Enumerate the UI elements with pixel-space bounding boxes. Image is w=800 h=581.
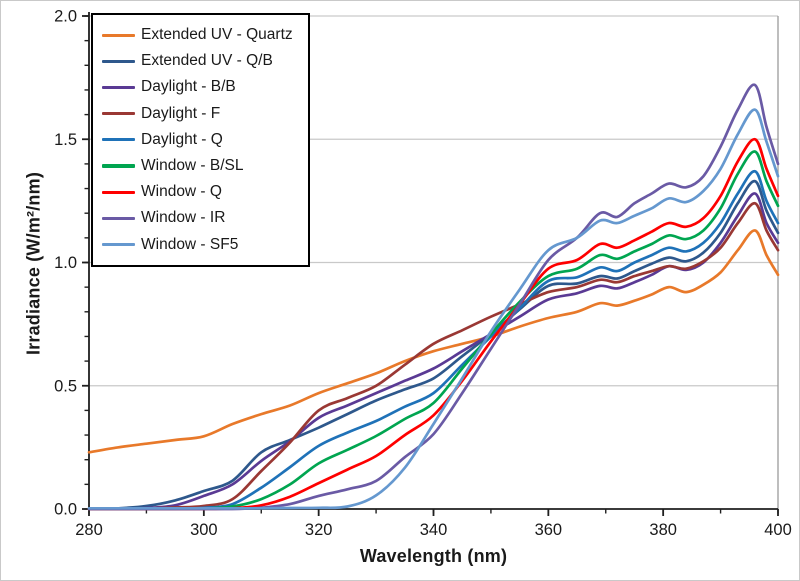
y-axis-title: Irradiance (W/m²/nm) [23,171,44,356]
legend-label: Daylight - F [141,104,221,122]
y-tick-label: 2.0 [54,8,77,26]
legend-item: Window - Q [102,179,304,205]
legend-swatch [102,59,135,63]
series-line-window-sf5 [87,108,780,510]
legend-label: Window - B/SL [141,157,244,175]
legend-label: Daylight - Q [141,130,223,148]
x-tick-label: 300 [190,521,218,539]
legend-item: Daylight - B/B [102,74,304,100]
legend-swatch [102,138,135,142]
legend-item: Daylight - Q [102,127,304,153]
legend-label: Daylight - B/B [141,78,236,96]
legend-swatch [102,190,135,194]
legend-label: Window - SF5 [141,235,239,253]
legend: Extended UV - Quartz Extended UV - Q/B Day… [91,13,310,267]
legend-swatch [102,112,135,116]
legend-item: Extended UV - Quartz [102,22,304,48]
legend-label: Window - IR [141,209,226,227]
legend-item: Window - IR [102,205,304,231]
legend-swatch [102,85,135,90]
x-tick-label: 360 [535,521,563,539]
x-axis-title: Wavelength (nm) [359,546,508,566]
legend-item: Window - SF5 [102,232,304,258]
y-tick-label: 1.5 [54,131,77,149]
legend-item: Extended UV - Q/B [102,48,304,74]
legend-label: Window - Q [141,183,222,201]
y-tick-label: 1.0 [54,254,77,272]
x-tick-label: 280 [75,521,103,539]
legend-item: Daylight - F [102,101,304,127]
x-tick-label: 340 [420,521,448,539]
series-line-extended-uv-quartz [87,229,780,454]
x-tick-label: 400 [764,521,792,539]
legend-swatch [102,164,135,168]
legend-label: Extended UV - Quartz [141,26,293,44]
legend-swatch [102,243,135,247]
legend-label: Extended UV - Q/B [141,52,273,70]
y-tick-label: 0.0 [54,501,77,519]
series-line-window-b-sl [87,150,780,511]
y-tick-label: 0.5 [54,377,77,395]
legend-swatch [102,33,135,37]
x-tick-label: 380 [649,521,677,539]
legend-item: Window - B/SL [102,153,304,179]
x-tick-label: 320 [305,521,333,539]
legend-swatch [102,216,135,220]
